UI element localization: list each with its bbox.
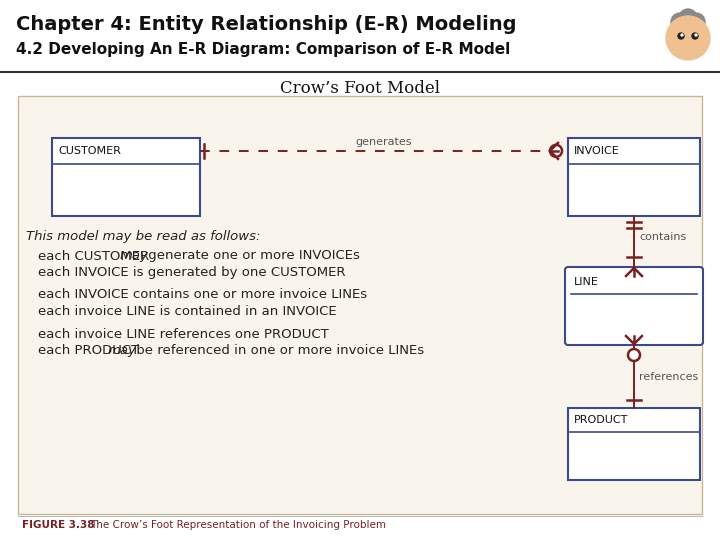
Text: may: may	[120, 249, 149, 262]
Text: each invoice LINE is contained in an INVOICE: each invoice LINE is contained in an INV…	[38, 305, 337, 318]
Text: The Crow’s Foot Representation of the Invoicing Problem: The Crow’s Foot Representation of the In…	[90, 520, 386, 530]
Text: contains: contains	[639, 232, 686, 242]
Text: each invoice LINE references one PRODUCT: each invoice LINE references one PRODUCT	[38, 327, 329, 341]
Text: INVOICE: INVOICE	[574, 146, 620, 156]
Circle shape	[679, 9, 697, 27]
Text: LINE: LINE	[574, 277, 599, 287]
Bar	[0, 0, 720, 72]
Text: each CUSTOMER: each CUSTOMER	[38, 249, 153, 262]
Bar	[52, 138, 200, 216]
Circle shape	[692, 33, 698, 39]
Text: PRODUCT: PRODUCT	[574, 415, 629, 425]
Text: each INVOICE contains one or more invoice LINEs: each INVOICE contains one or more invoic…	[38, 288, 367, 301]
Circle shape	[681, 34, 683, 36]
Text: may: may	[108, 344, 137, 357]
Circle shape	[550, 145, 562, 157]
Text: CUSTOMER: CUSTOMER	[58, 146, 121, 156]
Bar	[568, 408, 700, 480]
Text: each INVOICE is generated by one CUSTOMER: each INVOICE is generated by one CUSTOME…	[38, 266, 346, 279]
Circle shape	[687, 13, 705, 31]
Text: generate one or more INVOICEs: generate one or more INVOICEs	[144, 249, 360, 262]
Text: This model may be read as follows:: This model may be read as follows:	[26, 230, 261, 243]
Circle shape	[671, 13, 689, 31]
Circle shape	[666, 16, 710, 60]
Text: FIGURE 3.38: FIGURE 3.38	[22, 520, 102, 530]
Text: generates: generates	[356, 137, 413, 147]
Text: references: references	[639, 372, 698, 382]
Circle shape	[695, 34, 697, 36]
Bar	[18, 96, 702, 514]
Text: be referenced in one or more invoice LINEs: be referenced in one or more invoice LIN…	[132, 344, 424, 357]
Text: each PRODUCT: each PRODUCT	[38, 344, 143, 357]
Text: Crow’s Foot Model: Crow’s Foot Model	[280, 80, 440, 97]
Circle shape	[678, 33, 684, 39]
Text: Chapter 4: Entity Relationship (E-R) Modeling: Chapter 4: Entity Relationship (E-R) Mod…	[16, 15, 516, 34]
Bar	[568, 138, 700, 216]
Circle shape	[628, 349, 640, 361]
Text: 4.2 Developing An E-R Diagram: Comparison of E-R Model: 4.2 Developing An E-R Diagram: Compariso…	[16, 42, 510, 57]
FancyBboxPatch shape	[565, 267, 703, 345]
